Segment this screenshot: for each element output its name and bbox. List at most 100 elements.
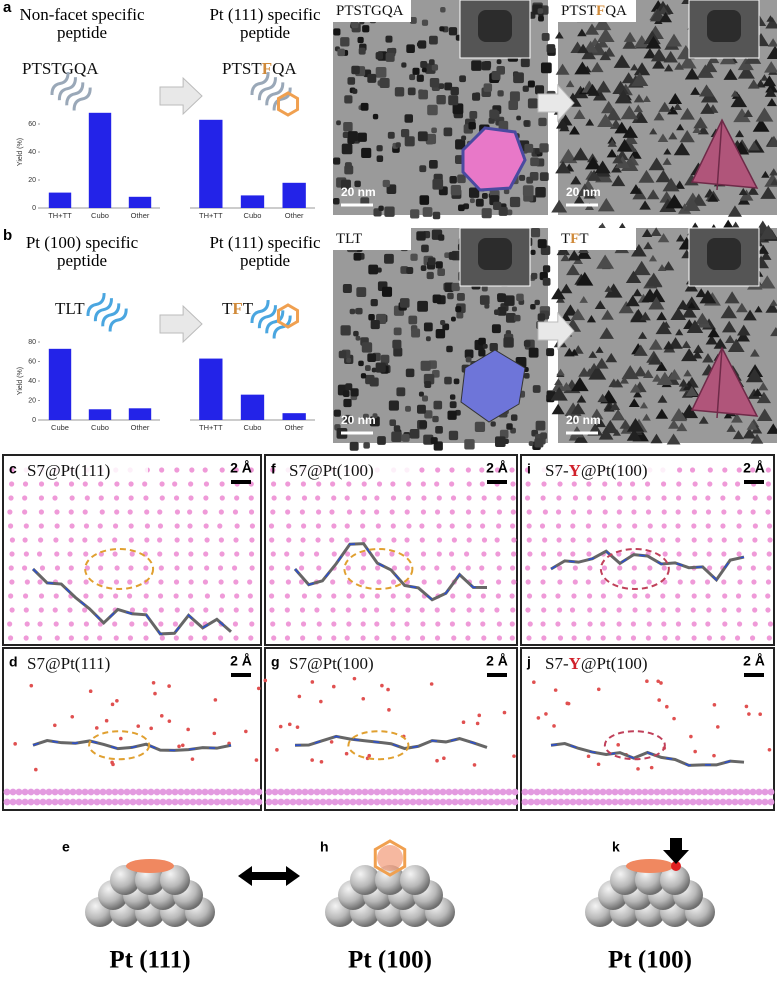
nanoparticle (458, 204, 465, 212)
pt-atom (690, 607, 696, 613)
pt-atom (112, 523, 119, 529)
nanoparticle (597, 393, 608, 403)
pt-atom (225, 788, 233, 796)
inset-particle (478, 10, 512, 42)
pt-atom (159, 788, 167, 796)
nanoparticle (442, 323, 450, 331)
x-tick-label: Cube (51, 423, 69, 432)
nanoparticle (626, 428, 642, 441)
nanoparticle (405, 405, 411, 412)
pt-atom (587, 621, 593, 627)
nanoparticle (421, 19, 429, 26)
pt-atom (593, 788, 601, 796)
nanoparticle (542, 277, 551, 286)
nanoparticle (409, 429, 420, 439)
pt-atom (249, 788, 257, 796)
pt-atom (737, 537, 743, 543)
label: S7@Pt(111) (27, 654, 110, 673)
nanoparticle (506, 209, 513, 216)
pt-atom (720, 495, 726, 501)
panel-letter: d (9, 654, 18, 670)
nanoparticle (652, 373, 662, 382)
pt-atom (419, 607, 425, 613)
water (645, 679, 649, 684)
nanoparticle (626, 418, 645, 432)
nanoparticle (621, 365, 639, 380)
nanoparticle (392, 339, 402, 349)
nanoparticle (702, 353, 714, 363)
pt-atom (142, 481, 148, 487)
peptide-n (32, 568, 232, 635)
pt-atom (557, 798, 565, 806)
pt-atom (345, 551, 351, 557)
pt-atom (675, 537, 681, 543)
pt-atom (766, 565, 772, 571)
nanoparticle (733, 108, 751, 123)
pt-atom (391, 635, 397, 641)
pt-atom (39, 788, 47, 796)
pt-atom (541, 481, 547, 487)
pt-atom (157, 509, 163, 515)
pt-atom (466, 523, 472, 529)
pt-atom (24, 579, 30, 585)
nanoparticle (409, 74, 416, 81)
nanoparticle (367, 353, 377, 363)
pt-atom (511, 579, 517, 585)
nanoparticle (404, 114, 413, 123)
pt-atom (218, 537, 224, 543)
pt-atom (403, 798, 411, 806)
pt-atom (189, 788, 197, 796)
pt-atom (9, 481, 15, 487)
pt-atom (127, 635, 134, 641)
pt-atom (736, 607, 742, 613)
pt-atom (391, 565, 398, 571)
pt-atom (349, 798, 357, 806)
x-tick-label: TH+TT (48, 211, 72, 220)
water (111, 762, 115, 767)
nanoparticle (648, 353, 662, 365)
nanoparticle (503, 188, 510, 195)
pt-atom (248, 635, 254, 641)
nanoparticle (430, 437, 438, 445)
nanoparticle (765, 302, 777, 313)
nanoparticle (481, 285, 488, 292)
oxygen (671, 861, 681, 871)
nanoparticle (444, 282, 454, 292)
pt-atom (316, 621, 322, 627)
pt-atom (54, 565, 61, 571)
nanoparticle (433, 400, 443, 410)
pt-atom (617, 565, 623, 571)
nanoparticle (668, 419, 680, 429)
pt-atom (316, 635, 323, 641)
pt-atom (187, 565, 194, 571)
pt-atom (219, 593, 226, 599)
nanoparticle (399, 298, 410, 308)
pt-atom (159, 481, 165, 487)
pt-atom (645, 495, 651, 501)
pt-atom (117, 788, 125, 796)
pt-atom (480, 593, 486, 599)
nanoparticle (447, 410, 457, 420)
pt-atom (243, 798, 251, 806)
nanoparticle (674, 61, 684, 70)
pt-atom (585, 635, 592, 641)
pt-atom (420, 565, 426, 571)
pt-atom (376, 481, 383, 487)
nanoparticle (504, 295, 515, 306)
nanoparticle (730, 93, 748, 108)
water (502, 710, 507, 715)
nanoparticle (662, 177, 680, 192)
pt-sphere (110, 865, 140, 895)
nanoparticle (638, 169, 655, 183)
nanoparticle (475, 198, 484, 207)
nanoparticle (766, 45, 777, 59)
title-box (285, 650, 410, 674)
pt-atom (68, 565, 74, 571)
pt-atom (480, 621, 486, 627)
nanoparticle (727, 205, 743, 217)
pt-atom (586, 495, 592, 501)
nanoparticle (693, 116, 708, 129)
pt-atom (331, 788, 339, 796)
pt-atom (234, 495, 240, 501)
pt-atom (22, 537, 28, 543)
